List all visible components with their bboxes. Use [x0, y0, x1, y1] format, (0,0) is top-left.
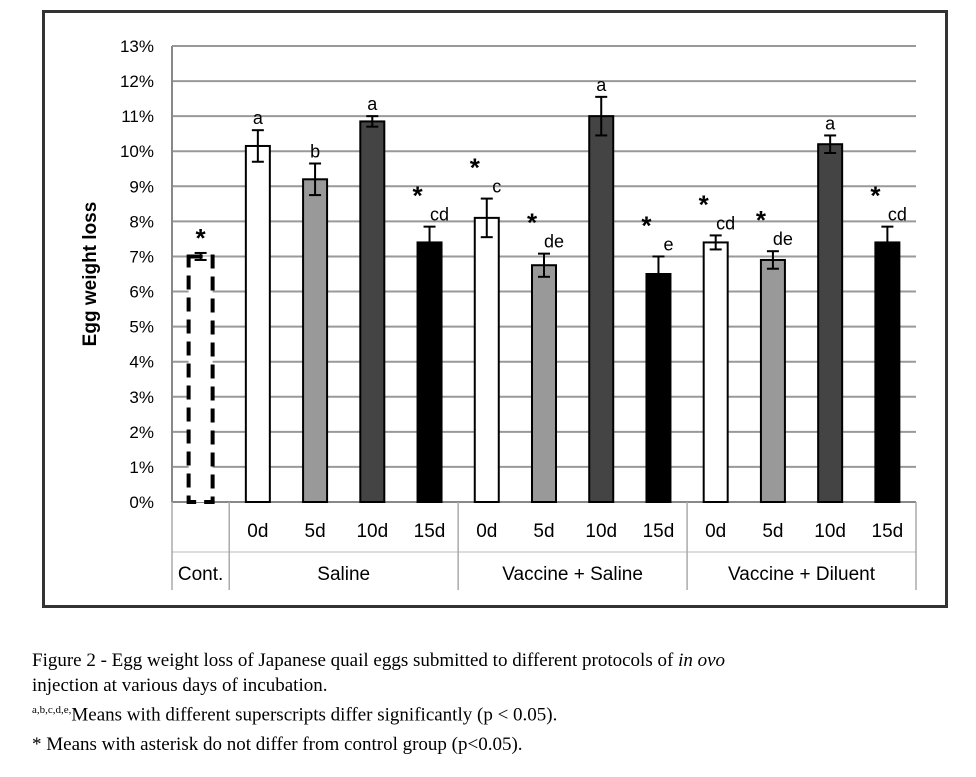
y-tick-label: 4%: [129, 353, 154, 372]
significance-letter: de: [544, 232, 564, 252]
significance-letter: a: [596, 75, 607, 95]
bar-saline-15d: [416, 241, 443, 504]
y-axis-label: Egg weight loss: [80, 202, 101, 347]
significance-asterisk: *: [756, 205, 767, 235]
bar-vaccine-saline-15d: [645, 273, 672, 503]
y-tick-label: 7%: [129, 247, 154, 266]
bar-chart: 0% 1% 2% 3% 4% 5% 6% 7% 8% 9% 10% 11% 12% 13% Egg weig…: [80, 37, 917, 590]
y-tick-label: 5%: [129, 318, 154, 337]
caption-text: Figure 2 - Egg weight loss of Japanese q…: [32, 650, 679, 671]
significance-letter: de: [773, 229, 793, 249]
significance-letter: b: [310, 142, 320, 162]
x-tick-label: 5d: [762, 521, 783, 542]
significance-letter: e: [663, 234, 673, 254]
y-tick-label: 3%: [129, 388, 154, 407]
group-label: Saline: [317, 564, 370, 585]
significance-asterisk: *: [196, 223, 207, 253]
caption-italic: in ovo: [678, 650, 726, 671]
bar-control: [186, 254, 215, 505]
bar-saline-0d: [244, 144, 271, 503]
bar-saline-5d: [302, 178, 329, 504]
y-tick-label: 12%: [120, 72, 154, 91]
x-tick-label: 0d: [705, 521, 726, 542]
significance-letter: a: [253, 108, 264, 128]
significance-letter: c: [492, 177, 501, 197]
x-tick-label: 15d: [414, 521, 446, 542]
bar-saline-10d: [359, 120, 386, 504]
caption-line-1: Figure 2 - Egg weight loss of Japanese q…: [32, 650, 725, 672]
bar-vaccine-diluent-15d: [874, 241, 901, 504]
y-tick-label: 1%: [129, 458, 154, 477]
y-tick-label: 11%: [121, 107, 154, 126]
significance-asterisk: *: [870, 181, 881, 211]
bar-vaccine-saline-10d: [588, 115, 615, 504]
bar-vaccine-saline-5d: [531, 264, 557, 503]
y-tick-label: 6%: [129, 283, 154, 302]
bar-vaccine-diluent-0d: [702, 241, 729, 504]
x-tick-label: 0d: [247, 521, 268, 542]
x-tick-label: 15d: [872, 521, 904, 542]
x-tick-label: 0d: [476, 521, 497, 542]
x-tick-label: 10d: [356, 521, 388, 542]
bar-vaccine-diluent-10d: [817, 143, 844, 503]
group-label: Cont.: [178, 564, 223, 585]
y-tick-label: 13%: [120, 37, 154, 56]
significance-asterisk: *: [527, 208, 538, 238]
bar-vaccine-saline-0d: [473, 216, 500, 503]
y-tick-label: 8%: [129, 212, 154, 231]
significance-letter: a: [367, 94, 378, 114]
group-label: Vaccine + Diluent: [728, 564, 876, 585]
group-label: Vaccine + Saline: [502, 564, 643, 585]
significance-letter: cd: [888, 205, 907, 225]
y-tick-label: 2%: [129, 423, 154, 442]
x-tick-label: 5d: [305, 521, 326, 542]
y-tick-label: 9%: [129, 177, 154, 196]
significance-asterisk: *: [412, 181, 423, 211]
caption-line-2: injection at various days of incubation.: [32, 675, 328, 696]
x-tick-label: 10d: [585, 521, 617, 542]
x-tick-label: 5d: [533, 521, 554, 542]
bar-vaccine-diluent-5d: [759, 258, 786, 503]
significance-letter: a: [825, 113, 836, 133]
significance-asterisk: *: [470, 153, 481, 183]
caption-superscript: a,b,c,d,e,: [32, 704, 72, 716]
y-tick-label: 10%: [120, 142, 154, 161]
x-tick-label: 15d: [643, 521, 675, 542]
significance-asterisk: *: [641, 210, 652, 240]
caption-line-3: a,b,c,d,e,Means with different superscri…: [32, 704, 557, 726]
x-tick-label: 10d: [814, 521, 846, 542]
caption-line-4: * Means with asterisk do not differ from…: [32, 734, 523, 755]
significance-letter: cd: [430, 205, 449, 225]
significance-letter: cd: [716, 213, 735, 233]
significance-asterisk: *: [699, 189, 710, 219]
y-tick-label: 0%: [129, 493, 154, 512]
caption-text: Means with different superscripts differ…: [71, 704, 558, 726]
